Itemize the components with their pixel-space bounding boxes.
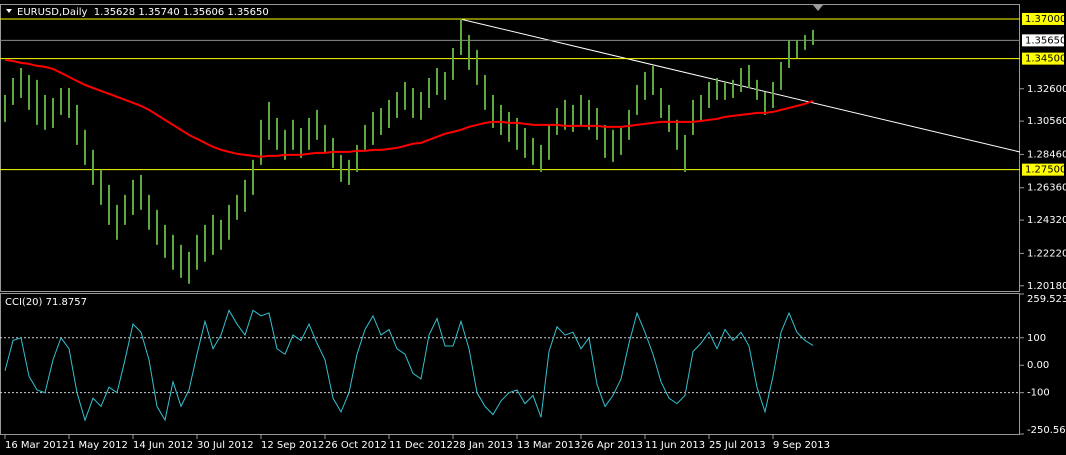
- y-tick-label: 259.5237: [1027, 294, 1066, 305]
- level-label-bg: [1022, 52, 1064, 65]
- level-label-bg: [1022, 12, 1064, 25]
- y-tick-label: 1.20180: [1027, 281, 1066, 292]
- x-tick-label: 11 Jun 2013: [645, 440, 705, 451]
- level-label-bg: [1022, 163, 1064, 176]
- x-tick-label: 9 Sep 2013: [773, 440, 830, 451]
- current-price-bg: [1022, 34, 1064, 47]
- level-label: 1.34500: [1025, 54, 1066, 65]
- y-tick-label: 1.24320: [1027, 215, 1066, 226]
- x-tick-label: 11 Dec 2012: [389, 440, 453, 451]
- y-tick-label: -250.569: [1027, 425, 1066, 436]
- price-panel: [0, 4, 1020, 292]
- x-tick-label: 16 Mar 2012: [5, 440, 68, 451]
- y-tick-label: 1.26360: [1027, 183, 1066, 194]
- x-tick-label: 26 Apr 2013: [581, 440, 643, 451]
- x-tick-label: 26 Oct 2012: [325, 440, 387, 451]
- y-tick-label: -100: [1027, 388, 1050, 399]
- level-label: 1.27500: [1025, 165, 1066, 176]
- y-tick-label: 1.30560: [1027, 116, 1066, 127]
- x-tick-label: 28 Jan 2013: [453, 440, 513, 451]
- x-tick-label: 13 Mar 2013: [517, 440, 580, 451]
- y-tick-label: 1.32600: [1027, 84, 1066, 95]
- chart-title: EURUSD,Daily 1.35628 1.35740 1.35606 1.3…: [17, 7, 269, 18]
- moving-average: [4, 58, 814, 158]
- shift-marker: [813, 5, 823, 11]
- x-tick-label: 25 Jul 2013: [709, 440, 766, 451]
- x-tick-label: 14 Jun 2012: [133, 440, 193, 451]
- x-tick-label: 30 Jul 2012: [197, 440, 254, 451]
- y-tick-label: 1.22220: [1027, 248, 1066, 259]
- indicator-line: [4, 309, 814, 422]
- y-tick-label: 0.00: [1027, 360, 1049, 371]
- menu-arrow: [6, 9, 12, 13]
- x-tick-label: 12 Sep 2012: [261, 440, 324, 451]
- cci-panel: [0, 293, 1020, 435]
- current-price-label: 1.35650: [1025, 35, 1066, 46]
- indicator-title: CCI(20) 71.8757: [5, 297, 87, 308]
- level-label: 1.37000: [1025, 14, 1066, 25]
- y-tick-label: 1.28460: [1027, 149, 1066, 160]
- x-tick-label: 1 May 2012: [69, 440, 128, 451]
- y-tick-label: 100: [1027, 333, 1046, 344]
